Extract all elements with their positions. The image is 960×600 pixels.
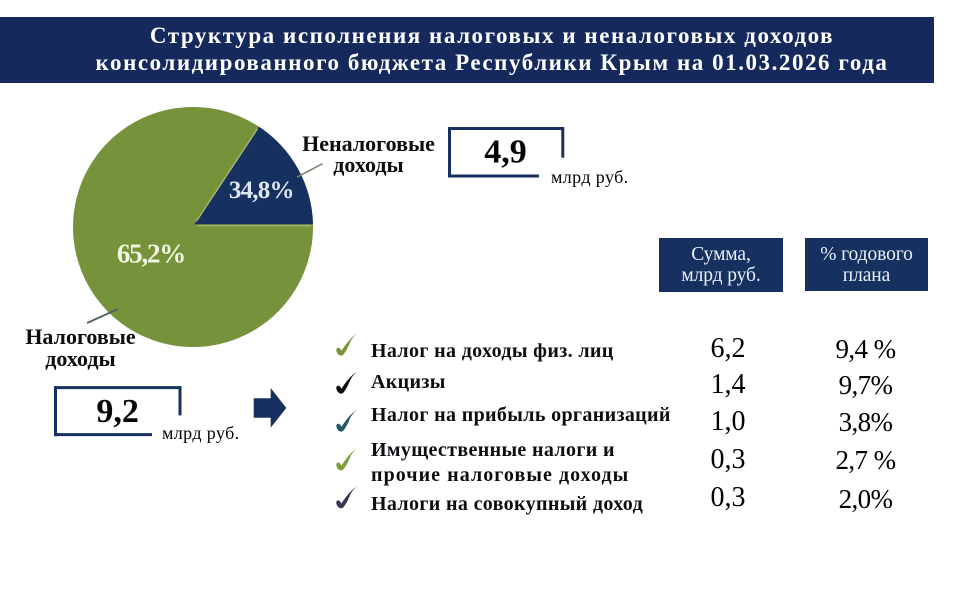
svg-text:4,9: 4,9 [484, 134, 527, 171]
svg-text:65,2%: 65,2% [117, 239, 185, 269]
svg-text:9,2: 9,2 [96, 393, 139, 430]
svg-text:34,8%: 34,8% [229, 177, 294, 204]
